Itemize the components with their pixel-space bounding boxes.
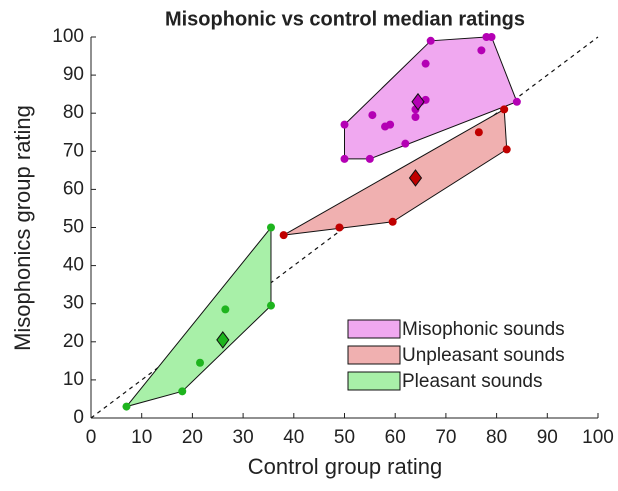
y-tick-label: 50: [63, 217, 84, 238]
point: [335, 223, 344, 232]
point: [196, 358, 205, 367]
point: [487, 33, 496, 41]
mean-marker: [216, 331, 230, 349]
y-tick-label: 10: [63, 369, 84, 390]
mean-marker: [411, 92, 425, 111]
point: [411, 113, 420, 122]
point: [401, 139, 410, 148]
point: [477, 46, 486, 55]
y-tick-label: 100: [52, 26, 84, 47]
point: [266, 223, 275, 232]
point: [474, 128, 483, 137]
point: [368, 111, 377, 120]
x-tick-label: 20: [182, 427, 203, 448]
point: [386, 120, 395, 129]
y-tick-label: 80: [63, 102, 84, 123]
x-tick-label: 40: [283, 427, 304, 448]
point: [279, 231, 288, 240]
x-tick-label: 10: [131, 427, 152, 448]
x-tick-label: 90: [537, 427, 558, 448]
legend-label: Unpleasant sounds: [402, 345, 565, 366]
legend-swatch: [347, 345, 401, 365]
legend-swatch: [347, 371, 401, 391]
y-axis-label: Misophonics group rating: [10, 105, 35, 351]
point: [512, 97, 521, 106]
legend-label: Pleasant sounds: [402, 371, 543, 392]
point: [500, 105, 509, 114]
point: [502, 145, 511, 154]
point: [266, 301, 275, 310]
y-tick-label: 30: [63, 293, 84, 314]
x-tick-label: 80: [486, 427, 507, 448]
point: [388, 217, 397, 226]
mean-marker: [408, 169, 423, 187]
point: [426, 36, 435, 45]
y-tick-label: 0: [73, 407, 84, 428]
y-tick-label: 70: [63, 140, 84, 161]
x-tick-label: 0: [86, 427, 97, 448]
y-tick-label: 90: [63, 64, 84, 85]
chart-title: Misophonic vs control median ratings: [165, 8, 525, 30]
x-tick-label: 70: [435, 427, 456, 448]
legend-label: Misophonic sounds: [402, 319, 565, 340]
hull: [125, 226, 272, 408]
point: [122, 402, 131, 411]
x-tick-label: 60: [385, 427, 406, 448]
y-tick-label: 60: [63, 178, 84, 199]
point: [221, 305, 230, 314]
legend-swatch: [347, 319, 401, 339]
x-tick-label: 30: [233, 427, 254, 448]
point: [365, 154, 374, 163]
point: [340, 154, 349, 163]
x-axis-label: Control group rating: [248, 454, 442, 479]
point: [178, 387, 187, 396]
y-tick-label: 20: [63, 331, 84, 352]
y-tick-label: 40: [63, 255, 84, 276]
x-tick-label: 50: [334, 427, 355, 448]
x-tick-label: 100: [582, 427, 614, 448]
point: [421, 59, 430, 68]
point: [340, 120, 349, 129]
